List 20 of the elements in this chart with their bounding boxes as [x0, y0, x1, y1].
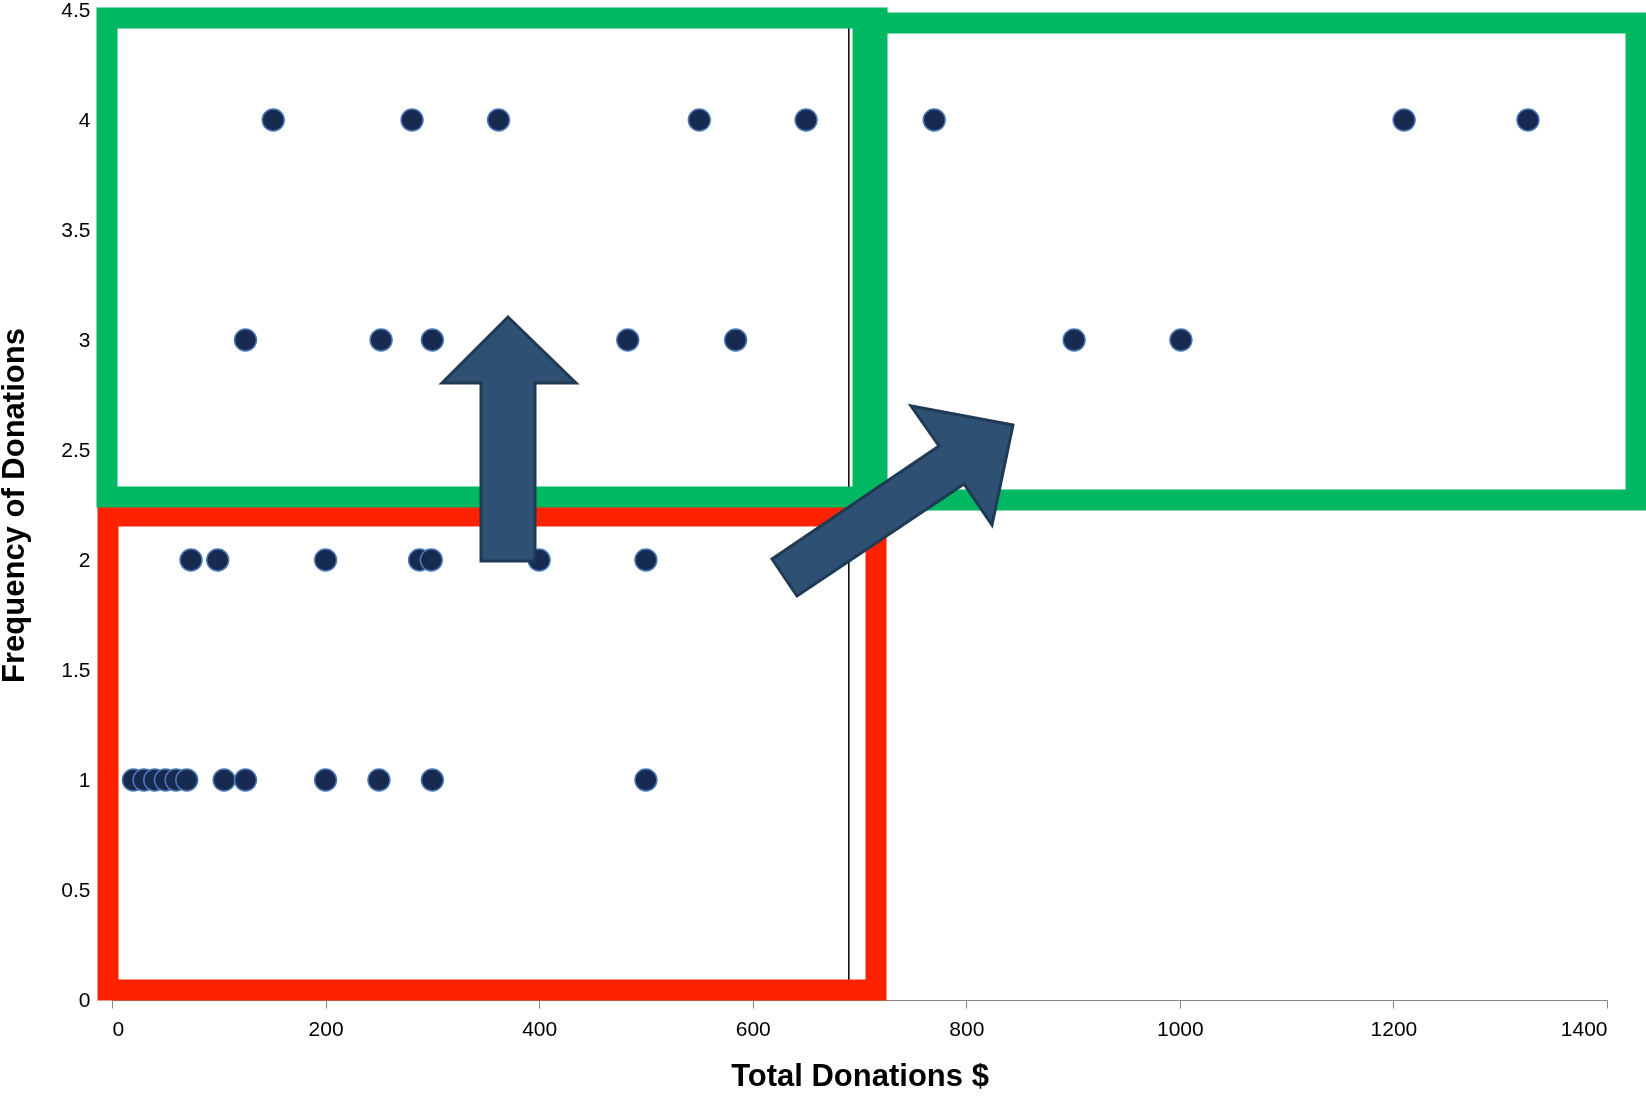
- y-tick-label: 0: [78, 987, 91, 1011]
- x-tick-label: 1000: [1157, 1016, 1204, 1040]
- y-tick-label: 3.5: [61, 217, 91, 241]
- x-tick-label: 1200: [1370, 1016, 1418, 1040]
- x-tick-label: 400: [522, 1016, 558, 1040]
- y-axis-title: Frequency of Donations: [0, 328, 32, 683]
- y-tick-label: 3: [78, 327, 91, 351]
- x-axis-title: Total Donations $: [731, 1057, 989, 1093]
- x-tick-label: 600: [735, 1016, 771, 1040]
- y-tick-label: 4: [78, 107, 91, 131]
- y-tick-label: 1.5: [61, 657, 91, 681]
- y-tick-label: 1: [78, 767, 91, 791]
- y-tick-label: 2: [78, 547, 91, 571]
- x-tick-label: 800: [949, 1016, 985, 1040]
- x-tick-label: 0: [112, 1016, 125, 1040]
- x-tick-label: 200: [308, 1016, 344, 1040]
- y-tick-label: 0.5: [61, 877, 91, 901]
- x-tick-label: 1400: [1560, 1016, 1608, 1040]
- y-tick-label: 4.5: [61, 0, 91, 21]
- y-tick-label: 2.5: [61, 437, 91, 461]
